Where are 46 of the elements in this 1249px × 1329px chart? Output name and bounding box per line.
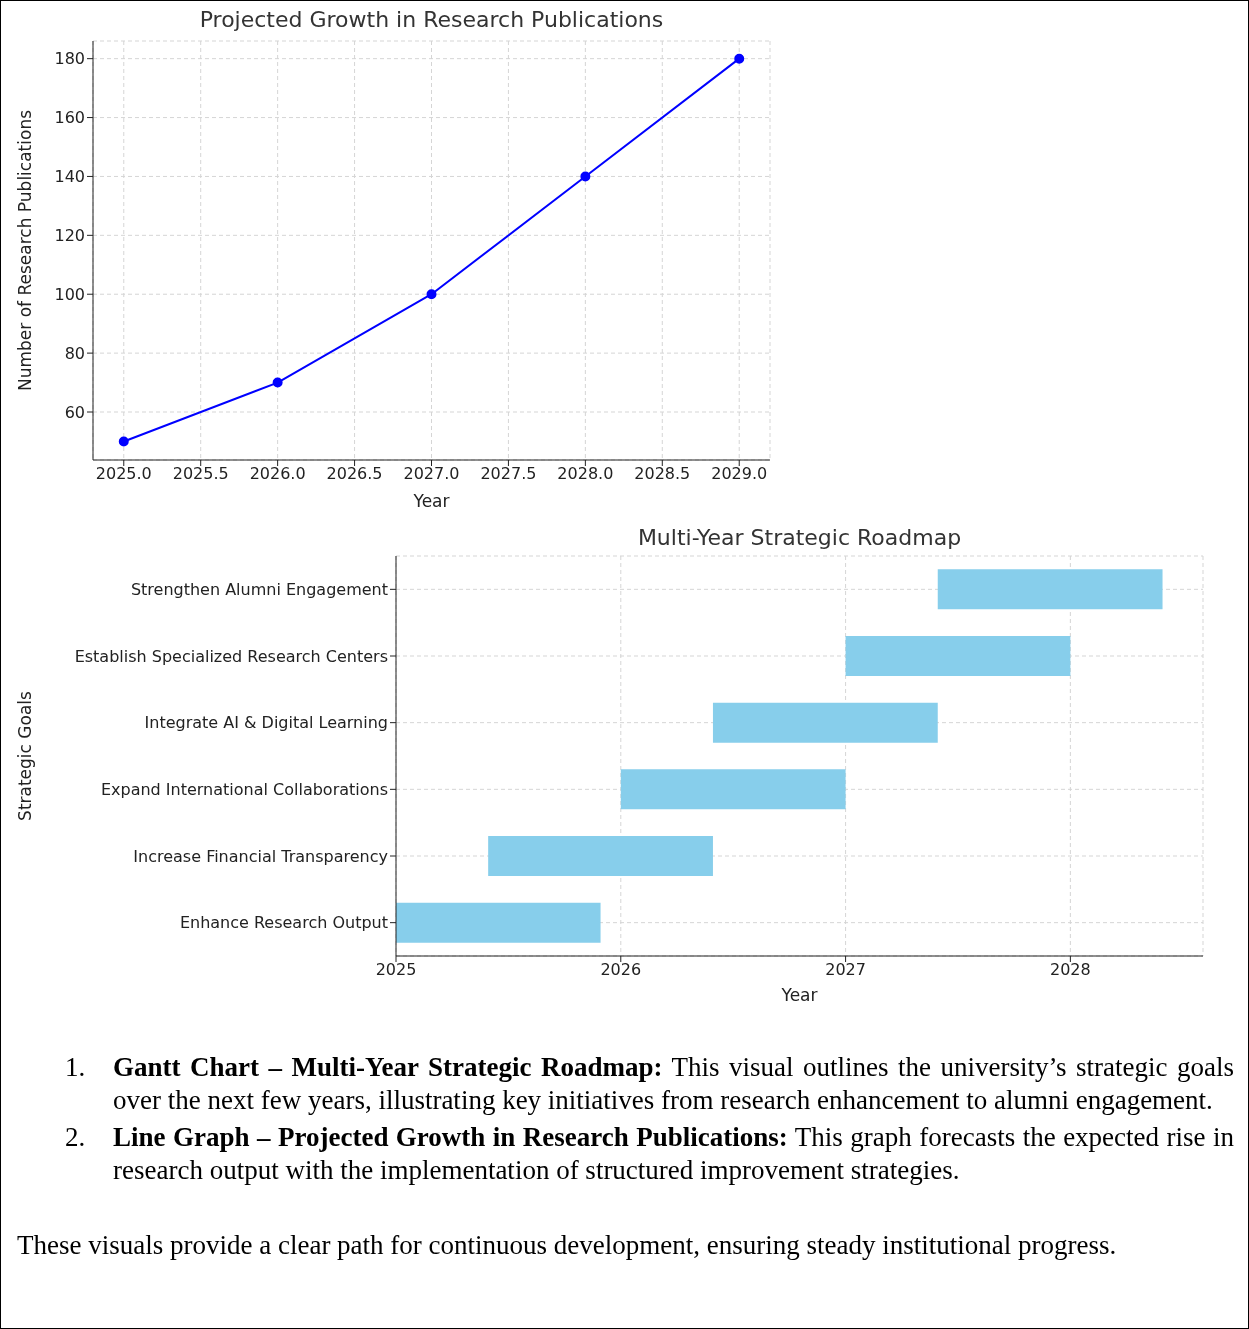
point — [734, 53, 745, 64]
y-axis-title: Number of Research Publications — [15, 109, 36, 392]
text: These visuals provide a clear path for continuous development, ensuring steady institutional progress. — [17, 1229, 1118, 1262]
y-tick-label: 180 — [54, 49, 85, 69]
x-axis-title: Year — [780, 985, 818, 1005]
x-tick-label: 2026.0 — [249, 464, 306, 484]
y-tick-label: Expand International Collaborations — [100, 780, 388, 800]
point — [272, 377, 283, 388]
x-tick-label: 2026 — [600, 960, 642, 980]
x-tick-label: 2027 — [825, 960, 866, 980]
text: 2. Line Graph – Projected Growth in Research Publications: This graph forecasts the expected rise in research output with the implementation of structured improvement strategies. — [65, 1121, 1234, 1187]
x-tick-label: 2029.0 — [711, 464, 768, 484]
chart-title: Multi-Year Strategic Roadmap — [636, 525, 963, 550]
x-axis-title: Year — [412, 491, 450, 511]
bar — [620, 769, 846, 810]
x-tick-label: 2028.5 — [634, 464, 691, 484]
y-tick-label: Establish Specialized Research Centers — [74, 646, 388, 666]
text: 1. Gantt Chart – Multi-Year Strategic Roadmap: This visual outlines the university’s strategic goals over the next few years, illustrating key initiatives from research enhancement to alumni engagement. — [65, 1051, 1234, 1117]
bar — [712, 702, 938, 743]
y-tick-label: 60 — [64, 402, 85, 422]
chart-title: Projected Growth in Research Publications — [198, 7, 665, 32]
x-tick-label: 2027.5 — [480, 464, 537, 484]
y-tick-label: 80 — [64, 343, 85, 363]
point — [580, 171, 591, 182]
x-tick-label: 2028.0 — [557, 464, 614, 484]
y-tick-label: Strengthen Alumni Engagement — [130, 580, 388, 600]
x-tick-label: 2025.5 — [172, 464, 229, 484]
y-axis-title: Strategic Goals — [15, 690, 36, 821]
bar — [488, 836, 713, 876]
bar — [396, 902, 601, 943]
x-tick-label: 2025.0 — [95, 464, 152, 484]
x-tick-label: 2028 — [1050, 960, 1091, 980]
point — [118, 436, 129, 447]
y-tick-label: 100 — [54, 284, 85, 304]
x-tick-label: 2027.0 — [403, 464, 460, 484]
bar — [845, 636, 1071, 676]
y-tick-label: 140 — [54, 167, 85, 187]
y-tick-label: 120 — [54, 226, 85, 246]
y-tick-label: 160 — [54, 108, 85, 128]
x-tick-label: 2025 — [375, 960, 417, 980]
y-tick-label: Integrate AI & Digital Learning — [144, 713, 388, 733]
bar — [937, 569, 1163, 610]
y-tick-label: Enhance Research Output — [179, 913, 388, 933]
y-tick-label: Increase Financial Transparency — [133, 846, 388, 866]
x-tick-label: 2026.5 — [326, 464, 383, 484]
point — [426, 289, 437, 300]
